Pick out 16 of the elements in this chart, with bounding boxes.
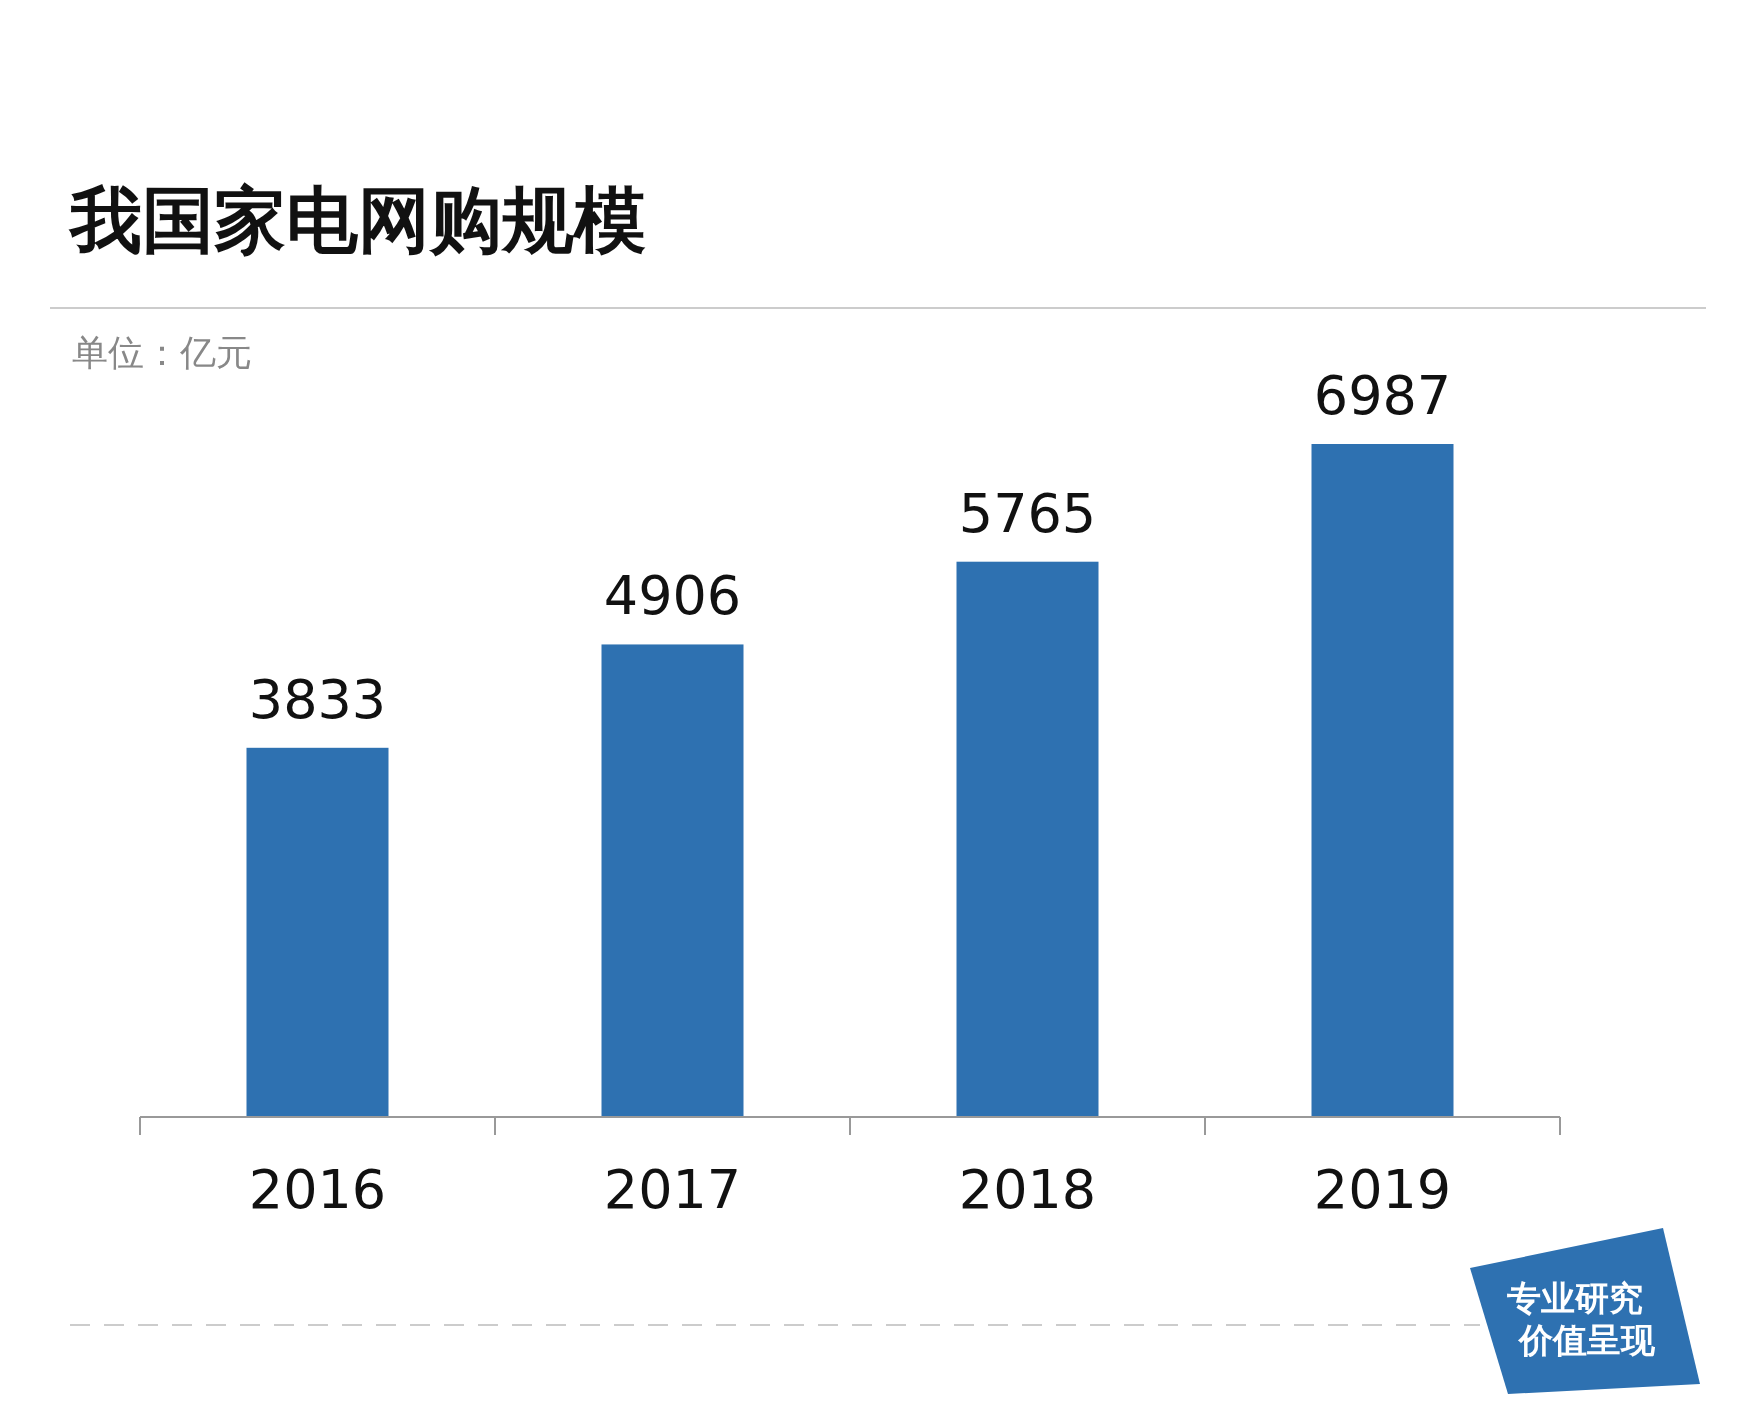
data-label: 3833: [248, 667, 387, 731]
data-label: 4906: [603, 564, 742, 628]
bar: [601, 644, 744, 1117]
chart-title: 我国家电网购规模: [68, 178, 646, 262]
x-tick-label: 2017: [603, 1158, 742, 1221]
chart-subtitle: 单位：亿元: [72, 332, 252, 373]
bar: [1311, 444, 1454, 1117]
x-tick-label: 2016: [248, 1158, 387, 1221]
x-tick-label: 2019: [1313, 1158, 1452, 1221]
bar: [956, 561, 1099, 1117]
text: 专业研究: [1506, 1278, 1643, 1318]
data-label: 6987: [1313, 364, 1452, 427]
x-tick-label: 2018: [958, 1158, 1097, 1221]
bar: [246, 747, 389, 1117]
data-label: 5765: [958, 481, 1097, 545]
text: 价值呈现: [1517, 1320, 1656, 1360]
